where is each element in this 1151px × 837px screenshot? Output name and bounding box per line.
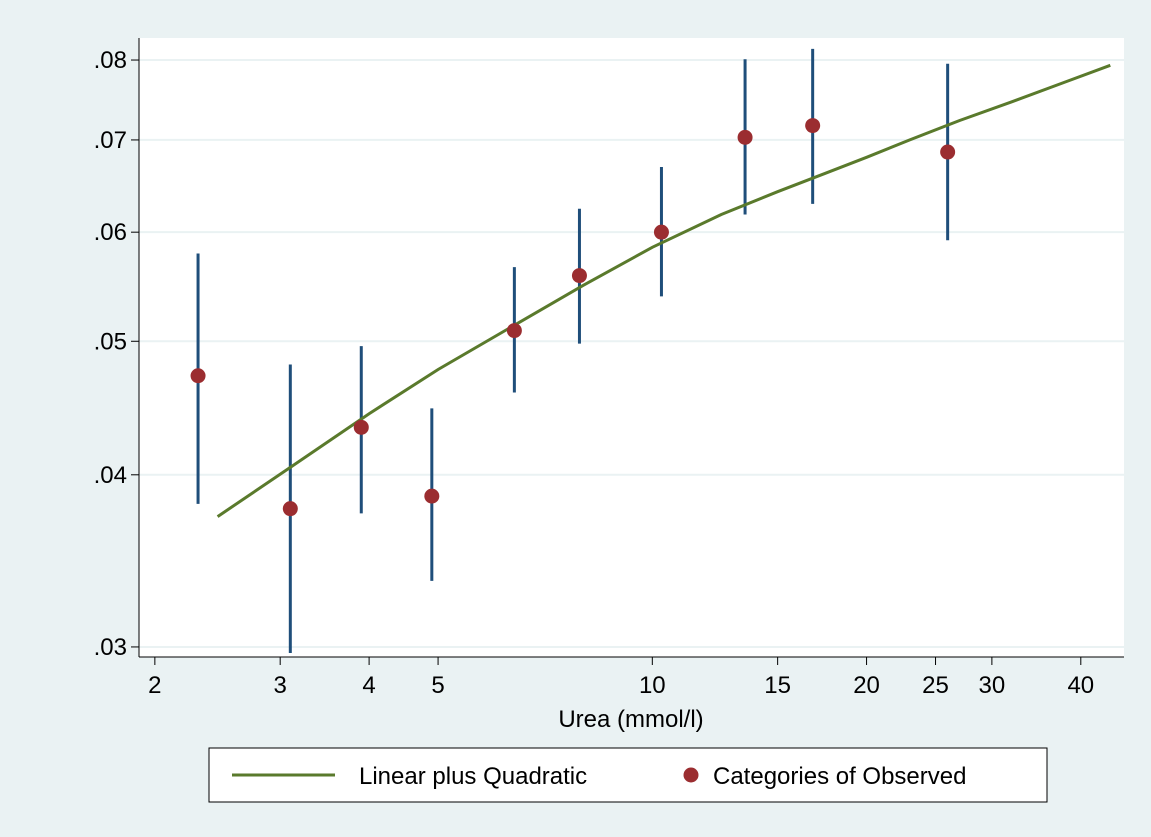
x-tick-label: 15 [764, 672, 791, 699]
legend-point-swatch [683, 767, 699, 783]
y-axis-ticks: .03 .04 .05 .06 .07 .08 [94, 47, 139, 661]
data-point [805, 118, 821, 134]
plot-area [139, 38, 1124, 657]
data-point [353, 419, 369, 435]
x-tick-label: 20 [853, 672, 880, 699]
x-tick-label: 10 [639, 672, 666, 699]
x-tick-label: 2 [148, 672, 161, 699]
y-tick-label: .05 [94, 328, 127, 355]
fitted-curve [216, 63, 1111, 518]
data-point [571, 268, 587, 284]
legend-label-series-1: Linear plus Quadratic [359, 763, 587, 790]
y-tick-label: .06 [94, 219, 127, 246]
legend-box [208, 747, 1048, 803]
legend-label-series-2: Categories of Observed [713, 763, 966, 790]
y-tick-label: .08 [94, 47, 127, 74]
grid-lines [139, 59, 1124, 648]
observed-points [190, 118, 956, 517]
x-tick-label: 4 [362, 672, 375, 699]
data-point [282, 501, 298, 517]
x-tick-label: 5 [431, 672, 444, 699]
y-tick-label: .03 [94, 634, 127, 661]
y-tick-label: .04 [94, 462, 127, 489]
data-point [506, 323, 522, 339]
y-tick-label: .07 [94, 127, 127, 154]
data-point [190, 368, 206, 384]
legend: Linear plus Quadratic Categories of Obse… [208, 747, 1048, 803]
data-point [940, 144, 956, 160]
data-point [424, 488, 440, 504]
x-tick-label: 25 [922, 672, 949, 699]
x-tick-label: 3 [273, 672, 286, 699]
x-tick-label: 30 [979, 672, 1006, 699]
fitted-curve-line [216, 63, 1111, 518]
x-axis-label: Urea (mmol/l) [558, 706, 703, 733]
x-axis-ticks: 2 3 4 5 10 15 20 25 30 40 [148, 657, 1094, 699]
data-point [737, 129, 753, 145]
data-point [653, 224, 669, 240]
x-tick-label: 40 [1067, 672, 1094, 699]
